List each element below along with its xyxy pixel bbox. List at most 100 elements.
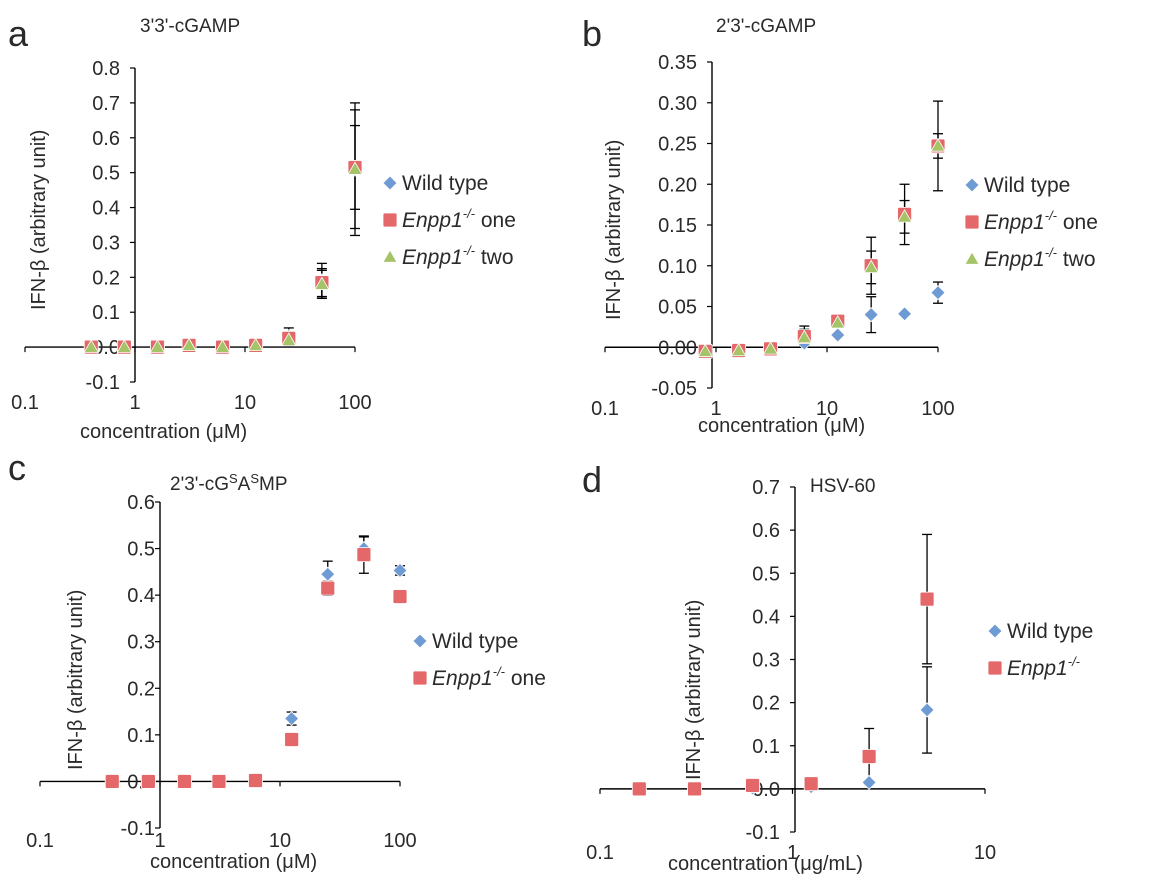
data-point-square — [104, 774, 120, 789]
panel-a-x-tick-label: 1 — [129, 392, 140, 414]
panel-c-y-tick-label: -0.1 — [121, 818, 155, 840]
panel-c-title: 2'3'-cGSASMP — [170, 471, 288, 495]
legend-entry: Enpp1-/- one — [402, 206, 516, 232]
data-point-triangle — [116, 339, 133, 353]
legend-marker-diamond — [382, 175, 398, 191]
panel-c-title-sup1: S — [229, 471, 238, 486]
panel-c-y-tick-label: 0.3 — [127, 632, 155, 654]
panel-b-xlabel: concentration (μM) — [698, 415, 865, 437]
data-point-square — [320, 580, 336, 596]
legend-marker-diamond — [412, 633, 428, 649]
legend-entry: Enpp1-/- one — [984, 208, 1098, 234]
legend-marker-diamond — [987, 623, 1003, 639]
legend-marker-triangle — [964, 251, 980, 265]
data-point-triangle — [697, 343, 713, 357]
data-point-triangle — [930, 138, 946, 152]
panel-c-xlabel: concentration (μM) — [150, 851, 317, 873]
data-point-square — [745, 778, 760, 793]
panel-b-ylabel: IFN-β (arbitrary unit) — [603, 140, 625, 320]
panel-a-x-tick-label: 100 — [338, 392, 371, 414]
data-point-triangle — [796, 329, 813, 344]
panel-b-y-tick-label: 0.20 — [658, 174, 697, 196]
panel-a-y-tick-label: 0.6 — [92, 128, 120, 150]
data-point-square — [284, 732, 300, 747]
panel-d-y-tick-label: 0.5 — [752, 563, 780, 585]
data-point-triangle — [281, 332, 297, 346]
data-point-triangle — [896, 209, 913, 223]
panel-a-y-tick-label: 0.2 — [92, 267, 120, 289]
data-point-square — [919, 591, 935, 607]
panel-a-plot: -0.1 0.0 0.1 0.2 0.3 0.4 0.5 0.6 0.7 0.8 0.1 1 10 100… — [11, 58, 516, 414]
panel-letter-d: d — [582, 459, 602, 500]
panel-a-x-tick-label: 0.1 — [11, 392, 39, 414]
panel-c-title-mid: A — [238, 474, 251, 495]
data-point-square — [356, 547, 372, 563]
panel-a-y-tick-label: 0.0 — [92, 337, 120, 359]
panel-a-y-tick-label: 0.1 — [92, 302, 120, 324]
panel-c-x-tick-label: 0.1 — [26, 830, 54, 852]
data-point-square — [631, 781, 647, 797]
panel-a-y-tick-label: 0.3 — [92, 232, 120, 254]
data-point-square — [392, 589, 408, 604]
panel-a-title: 3'3'-cGAMP — [140, 16, 240, 37]
data-point-diamond — [897, 306, 913, 322]
legend-marker-triangle — [382, 249, 398, 263]
panel-d-y-tick-label: 0.3 — [752, 650, 780, 672]
data-point-triangle — [214, 339, 231, 353]
panel-d-y-tick-label: 0.6 — [752, 520, 780, 542]
panel-b-y-tick-label: 0.05 — [658, 297, 697, 319]
data-point-diamond — [320, 566, 336, 582]
legend-entry: Wild type — [432, 630, 518, 653]
panel-c-y-tick-label: 0.2 — [127, 678, 155, 700]
data-point-triangle — [314, 276, 330, 290]
legend-entry: Enpp1-/- — [1007, 654, 1081, 680]
panel-c-title-sup2: S — [250, 471, 259, 486]
panel-a-y-tick-label: 0.7 — [92, 93, 120, 115]
data-point-triangle — [181, 337, 197, 352]
data-point-square — [140, 774, 156, 789]
panel-c-y-tick-label: 0.6 — [127, 492, 155, 514]
panel-c-ylabel: IFN-β (arbitrary unit) — [65, 590, 87, 770]
panel-b-x-tick-label: 10 — [816, 398, 838, 420]
data-point-diamond — [930, 285, 946, 301]
data-point-diamond — [392, 562, 408, 579]
legend-marker-square — [412, 670, 428, 686]
legend-entry: Enpp1-/- two — [402, 243, 514, 269]
panel-letter-b: b — [582, 13, 602, 54]
legend-entry: Wild type — [1007, 620, 1093, 643]
panel-d-xlabel: concentration (μg/mL) — [668, 853, 863, 875]
panel-b-x-tick-label: 1 — [710, 398, 721, 420]
panel-d-x-tick-label: 0.1 — [586, 842, 614, 864]
data-point-triangle — [830, 314, 846, 329]
data-point-square — [177, 774, 192, 789]
data-point-triangle — [83, 339, 99, 353]
legend-entry: Wild type — [402, 172, 488, 195]
panel-b-x-tick-label: 100 — [921, 398, 954, 420]
data-point-diamond — [284, 710, 300, 727]
data-point-square — [687, 781, 702, 797]
legend-marker-square — [382, 212, 398, 228]
data-point-triangle — [149, 339, 166, 353]
panel-d-x-tick-label: 10 — [974, 842, 996, 864]
panel-letter-a: a — [8, 13, 29, 54]
data-point-square — [861, 749, 877, 764]
panel-d-title: HSV-60 — [810, 476, 875, 497]
panel-d-y-tick-label: -0.1 — [746, 822, 780, 844]
panel-d-ylabel: IFN-β (arbitrary unit) — [683, 600, 705, 780]
panel-b-y-tick-label: 0.15 — [658, 215, 697, 237]
panel-c-x-tick-label: 100 — [383, 830, 416, 852]
panel-d-x-tick-label: 1 — [787, 842, 798, 864]
data-point-diamond — [830, 327, 846, 343]
legend-marker-square — [987, 660, 1003, 676]
legend-entry: Enpp1-/- one — [432, 664, 546, 690]
data-point-triangle — [247, 337, 264, 352]
panel-a-y-tick-label: 0.5 — [92, 163, 120, 185]
panel-a-y-tick-label: -0.1 — [86, 372, 120, 394]
panel-a-x-tick-label: 10 — [234, 392, 256, 414]
data-point-diamond — [861, 774, 877, 790]
data-point-square — [211, 774, 227, 789]
panel-b-y-tick-label: 0.25 — [658, 134, 697, 156]
panel-b-y-tick-label: 0.30 — [658, 93, 697, 115]
